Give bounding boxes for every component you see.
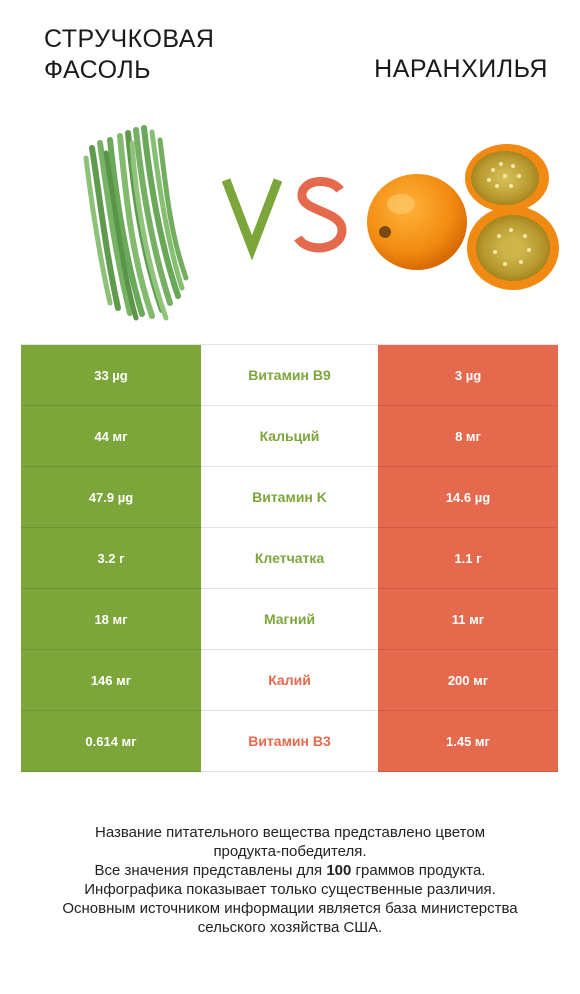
nutrient-name: Клетчатка [254, 550, 325, 566]
left-value: 18 мг [21, 589, 201, 650]
right-product-title: НАРАНХИЛЬЯ [374, 55, 548, 83]
table-row: 47.9 µg Витамин K 14.6 µg [21, 467, 558, 528]
left-product-title-line2: ФАСОЛЬ [44, 56, 152, 84]
right-value: 8 мг [378, 406, 558, 467]
nutrient-comparison-table: 33 µg Витамин B9 3 µg 44 мг Кальций 8 мг 47.9 … [21, 344, 558, 772]
left-value: 0.614 мг [21, 711, 201, 772]
right-value: 14.6 µg [378, 467, 558, 528]
footer-line: Название питательного вещества представл… [94, 824, 486, 841]
footer-line: Инфографика показывает только существенн… [84, 881, 496, 898]
footer-notes: Название питательного вещества представл… [0, 823, 580, 937]
footer-text: граммов продукта. [351, 862, 486, 879]
right-value: 3 µg [378, 345, 558, 406]
nutrient-name: Витамин B9 [248, 367, 331, 383]
table-row: 18 мг Магний 11 мг [21, 589, 558, 650]
footer-amount: 100 [326, 862, 352, 879]
footer-line: сельского хозяйства США. [197, 919, 383, 936]
left-value: 146 мг [21, 650, 201, 711]
left-value: 3.2 г [21, 528, 201, 589]
nutrient-name: Калий [268, 672, 311, 688]
left-value: 44 мг [21, 406, 201, 467]
right-value: 1.45 мг [378, 711, 558, 772]
left-value: 47.9 µg [21, 467, 201, 528]
right-value: 1.1 г [378, 528, 558, 589]
left-product-title-line1: СТРУЧКОВАЯ [44, 25, 215, 53]
footer-text: Все значения представлены для [94, 862, 327, 879]
nutrient-name: Магний [263, 611, 316, 627]
left-product-title: СТРУЧКОВАЯ ФАСОЛЬ [44, 24, 244, 86]
table-row: 3.2 г Клетчатка 1.1 г [21, 528, 558, 589]
nutrient-name: Витамин B3 [248, 733, 331, 749]
nutrient-name: Кальций [259, 428, 320, 444]
left-value: 33 µg [21, 345, 201, 406]
table-row: 0.614 мг Витамин B3 1.45 мг [21, 711, 558, 772]
table-row: 44 мг Кальций 8 мг [21, 406, 558, 467]
naranjilla-image [367, 144, 559, 290]
table-row: 33 µg Витамин B9 3 µg [21, 344, 558, 406]
right-value: 200 мг [378, 650, 558, 711]
nutrient-name: Витамин K [252, 489, 327, 505]
footer-line: Все значения представлены для 100 граммо… [0, 861, 580, 880]
footer-line: Основным источником информации является … [62, 900, 518, 917]
vs-label [222, 177, 347, 260]
right-value: 11 мг [378, 589, 558, 650]
table-row: 146 мг Калий 200 мг [21, 650, 558, 711]
green-beans-image [83, 125, 189, 321]
footer-line: продукта-победителя. [213, 843, 367, 860]
